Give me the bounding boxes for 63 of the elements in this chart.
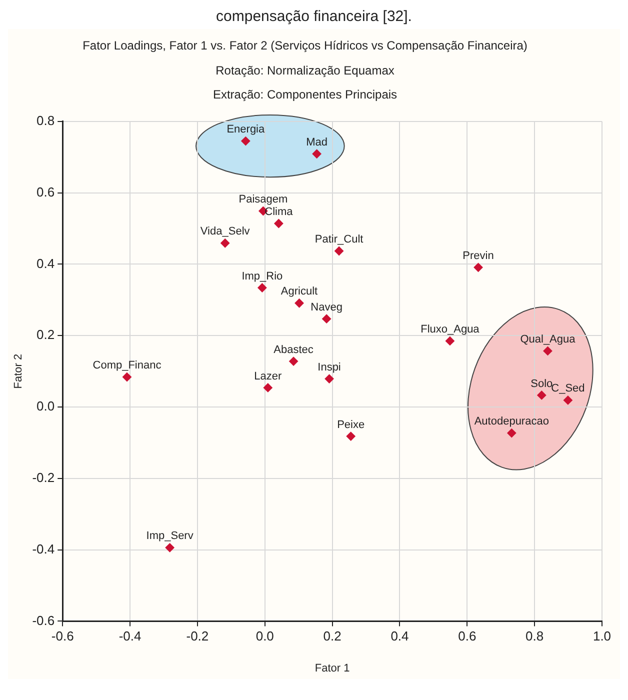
annotation: Imp_Serv <box>146 530 194 542</box>
y-tick-label: 0.2 <box>36 327 55 342</box>
x-tick-label: -0.4 <box>118 628 142 644</box>
point <box>563 396 572 405</box>
point <box>241 136 250 146</box>
annotation: Vida_Selv <box>200 226 250 238</box>
x-tick-label: 1.0 <box>592 628 612 644</box>
point <box>324 374 334 384</box>
x-tick-label: 0.4 <box>390 628 409 644</box>
y-tick-label: 0.4 <box>36 256 55 271</box>
point <box>537 390 546 400</box>
x-axis-title: Fator 1 <box>314 662 350 674</box>
text: compensação financeira [32]. <box>8 8 620 29</box>
annotation: Previn <box>462 250 494 262</box>
y-axis-title: Fator 2 <box>12 354 25 389</box>
annotation: Agricult <box>280 286 318 298</box>
y-tick-label: -0.2 <box>32 470 55 485</box>
annotation: Patir_Cult <box>314 234 364 246</box>
annotation: Abastec <box>274 344 314 356</box>
x-tick-label: 0.0 <box>256 628 274 644</box>
point <box>122 372 132 382</box>
annotation: Lazer <box>254 370 282 382</box>
point <box>294 298 304 308</box>
x-tick-label: 0.2 <box>323 628 342 644</box>
point <box>474 262 483 272</box>
annotation: Naveg <box>310 301 342 314</box>
y-tick-label: -0.6 <box>32 612 55 628</box>
x-tick-label: -0.2 <box>186 628 209 644</box>
chart-subtitle: Rotação: Normalização Equamax Extração: Componentes Principais <box>212 64 398 102</box>
annotation: Fluxo_Agua <box>420 323 480 336</box>
point <box>346 432 356 441</box>
annotation: Mad <box>306 136 328 148</box>
x-tick-label: 0.6 <box>458 628 476 644</box>
point <box>445 336 454 346</box>
point <box>263 383 272 392</box>
annotation: Qual_Agua <box>520 333 576 346</box>
y-tick-label: -0.4 <box>32 541 55 556</box>
annotation: Comp_Financ <box>92 360 162 372</box>
x-tick-label: 0.8 <box>526 628 544 644</box>
annotation: Energia <box>226 124 266 136</box>
y-tick-label: 0.0 <box>36 398 55 414</box>
annotation: C_Sed <box>551 382 585 395</box>
x-tick-label: -0.6 <box>51 628 74 644</box>
annotation: Imp_Rio <box>242 270 283 282</box>
annotation: Autodepuracao <box>474 416 549 428</box>
chart-title: Fator Loadings, Fator 1 vs. Fator 2 (Serviços Hídricos vs Compensação Financeira) <box>82 38 528 53</box>
point <box>165 543 174 552</box>
annotation: Solo <box>530 378 553 390</box>
point <box>220 238 230 248</box>
annotation: Clima <box>264 206 294 218</box>
y-tick-label: 0.6 <box>36 184 55 200</box>
annotation: Inspi <box>318 361 341 374</box>
annotation: Peixe <box>337 418 365 431</box>
point <box>289 356 298 366</box>
annotation: Paisagem <box>238 194 288 206</box>
point <box>334 246 344 256</box>
y-tick-label: 0.8 <box>36 112 55 128</box>
point <box>274 219 284 228</box>
point <box>258 283 267 292</box>
point <box>322 314 332 324</box>
point <box>312 149 322 158</box>
point <box>543 346 552 356</box>
point <box>507 428 516 438</box>
